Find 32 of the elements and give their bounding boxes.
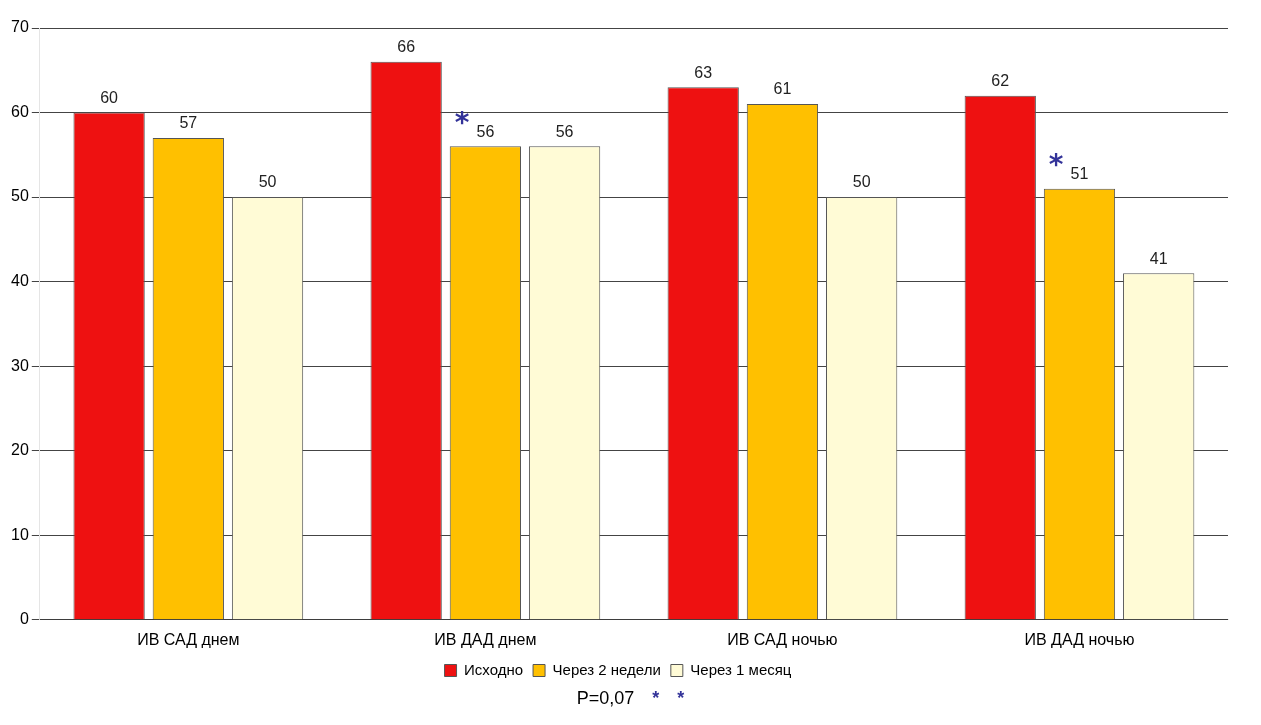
legend-label: Через 2 недели bbox=[552, 660, 661, 678]
data-label: 56 bbox=[476, 122, 495, 140]
annotation: * bbox=[1048, 147, 1064, 181]
x-tick-label: ИВ САД ночью bbox=[727, 630, 838, 648]
data-label: 50 bbox=[258, 173, 277, 191]
x-tick-label: ИВ САД днем bbox=[137, 630, 240, 648]
data-label: 57 bbox=[179, 114, 198, 132]
y-tick-label: 30 bbox=[11, 356, 29, 374]
y-tick-label: 40 bbox=[11, 272, 29, 290]
data-label: 66 bbox=[397, 38, 416, 56]
data-label: 50 bbox=[852, 173, 871, 191]
annotation: * bbox=[454, 105, 470, 139]
data-label: 62 bbox=[991, 72, 1010, 90]
legend-label: Исходно bbox=[464, 660, 524, 678]
data-label: 41 bbox=[1149, 249, 1168, 267]
text: * bbox=[677, 688, 685, 709]
data-label: 61 bbox=[773, 80, 792, 98]
x-tick-label: ИВ ДАД ночью bbox=[1024, 630, 1135, 648]
legend-label: Через 1 месяц bbox=[690, 660, 792, 678]
y-tick-label: 50 bbox=[11, 187, 29, 205]
text: * bbox=[652, 688, 660, 709]
y-tick-label: 10 bbox=[11, 525, 29, 543]
y-tick-label: 70 bbox=[11, 18, 29, 36]
data-label: 56 bbox=[555, 122, 574, 140]
data-label: 63 bbox=[694, 63, 713, 81]
y-tick-label: 20 bbox=[11, 441, 29, 459]
text: P=0,07 bbox=[576, 688, 635, 709]
x-tick-label: ИВ ДАД днем bbox=[434, 630, 537, 648]
data-label: 60 bbox=[100, 88, 119, 106]
data-label: 51 bbox=[1070, 165, 1089, 183]
y-tick-label: 0 bbox=[19, 610, 29, 628]
y-tick-label: 60 bbox=[11, 102, 29, 120]
